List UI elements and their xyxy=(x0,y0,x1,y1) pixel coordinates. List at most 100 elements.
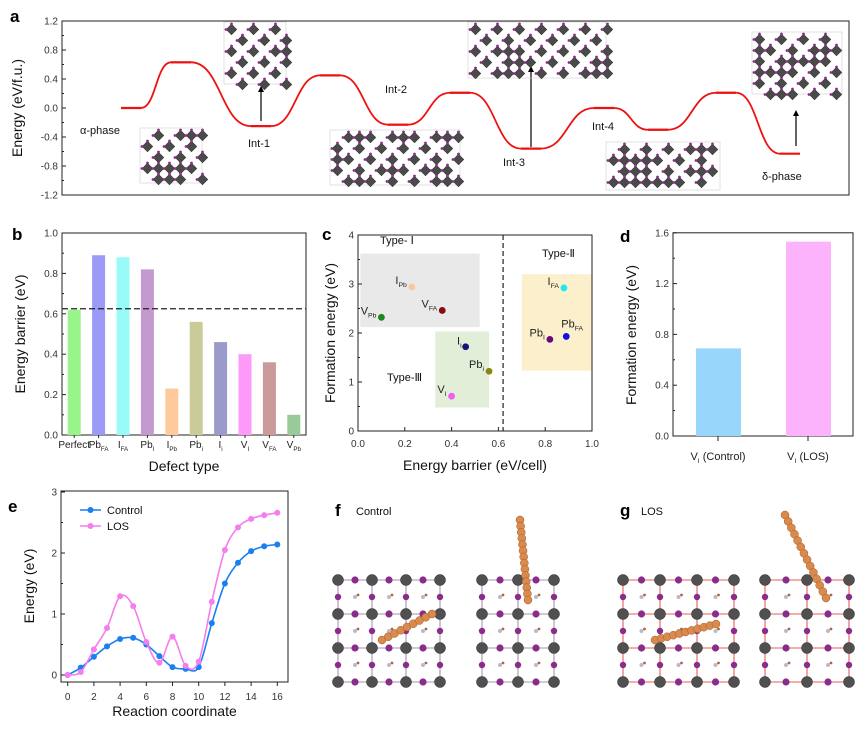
iodine-atom xyxy=(556,28,560,31)
lead-atom xyxy=(548,574,560,586)
octahedron xyxy=(524,56,537,69)
iodine-atom xyxy=(761,627,769,635)
lead-atom xyxy=(617,574,629,586)
iodine-atom xyxy=(479,39,483,42)
data-point xyxy=(77,668,84,675)
octahedron xyxy=(236,34,249,47)
iodine-atom xyxy=(201,150,204,154)
iodine-atom xyxy=(612,153,615,157)
data-point xyxy=(248,548,255,555)
iodine-atom xyxy=(285,33,288,37)
iodine-atom xyxy=(584,44,587,48)
iodine-atom xyxy=(711,610,720,618)
iodine-atom xyxy=(485,33,488,37)
octahedron xyxy=(375,164,388,177)
iodine-atom xyxy=(347,130,350,134)
iodine-atom xyxy=(600,72,604,75)
iodine-atom xyxy=(146,161,149,165)
label-base: Pb xyxy=(189,440,202,451)
octahedron xyxy=(419,142,432,155)
octahedron xyxy=(452,131,465,144)
iodine-atom xyxy=(402,593,410,601)
octahedron xyxy=(629,154,642,167)
iodine-atom xyxy=(556,50,560,53)
iodine-atom xyxy=(391,152,394,156)
iodine-atom xyxy=(780,65,783,69)
iodine-atom xyxy=(496,66,499,70)
octahedron xyxy=(684,165,697,178)
iodine-atom xyxy=(436,593,444,601)
fa-molecule xyxy=(829,593,833,597)
iodine-atom xyxy=(352,147,356,150)
iodine-atom xyxy=(468,28,472,31)
scatter-point xyxy=(562,333,570,340)
octahedron xyxy=(601,56,614,69)
panel-title-los: LOS xyxy=(641,506,663,518)
iodine-atom xyxy=(235,83,239,86)
iodine-atom xyxy=(157,150,160,154)
octahedron xyxy=(386,164,399,177)
iodine-atom xyxy=(336,152,339,156)
y-tick-label: 0.4 xyxy=(44,350,58,361)
iodine-atom xyxy=(468,50,472,53)
octahedron xyxy=(830,66,843,79)
y-tick-label: -1.2 xyxy=(41,191,59,202)
y-axis-title: Energy (eV) xyxy=(21,549,37,624)
panel-label-a: a xyxy=(10,7,20,26)
iodine-atom xyxy=(656,175,659,179)
fa-molecule xyxy=(639,629,644,633)
data-point xyxy=(130,634,137,641)
octahedron xyxy=(269,23,282,36)
iodine-atom xyxy=(807,60,811,63)
iodine-atom xyxy=(661,170,665,173)
iodine-atom xyxy=(600,61,604,64)
label-base: I xyxy=(395,275,398,287)
iodine-atom xyxy=(606,159,610,162)
octahedron xyxy=(808,55,821,68)
iodine-atom xyxy=(628,181,632,184)
iodine-atom xyxy=(252,22,255,26)
bar xyxy=(214,342,228,435)
iodine-atom xyxy=(782,678,790,686)
iodine-atom xyxy=(807,49,811,52)
octahedron xyxy=(152,173,165,186)
iodine-atom xyxy=(429,180,433,183)
x-tick-label: IPb xyxy=(167,440,178,453)
iodine-atom xyxy=(385,169,389,172)
lead-atom xyxy=(691,608,703,620)
lead-atom xyxy=(843,676,855,688)
label-base: V xyxy=(690,451,698,463)
iodine-atom xyxy=(407,136,411,139)
lead-atom xyxy=(728,608,740,620)
bar xyxy=(67,309,81,435)
iodine-atom xyxy=(600,50,604,53)
structure-panel-f: Control xyxy=(332,506,560,688)
iodine-atom xyxy=(396,169,400,172)
iodine-atom xyxy=(694,181,698,184)
iodine-atom xyxy=(711,678,720,686)
iodine-atom xyxy=(639,148,643,151)
iodine-atom xyxy=(440,136,444,139)
iodine-atom xyxy=(501,39,505,42)
iodine-atom xyxy=(711,644,720,652)
octahedron xyxy=(141,162,154,175)
octahedron xyxy=(786,66,799,79)
x-tick-label: 0 xyxy=(65,692,71,703)
octahedron xyxy=(808,44,821,57)
point-label: Ii xyxy=(457,336,462,350)
iodine-atom xyxy=(730,661,738,669)
iodine-atom xyxy=(179,128,182,132)
iodine-atom xyxy=(540,44,543,48)
iodine-atom xyxy=(600,28,604,31)
iodine-atom xyxy=(351,576,359,584)
iodine-atom xyxy=(230,22,233,26)
iodine-atom xyxy=(634,164,637,168)
iodine-atom xyxy=(523,39,527,42)
octahedron xyxy=(397,131,410,144)
fa-molecule xyxy=(424,627,428,631)
iodine-atom xyxy=(780,87,783,91)
y-tick-label: 2 xyxy=(51,549,57,560)
label-subscript: FA xyxy=(575,325,584,332)
fa-molecule xyxy=(537,627,541,631)
label-subscript: i xyxy=(460,343,462,350)
